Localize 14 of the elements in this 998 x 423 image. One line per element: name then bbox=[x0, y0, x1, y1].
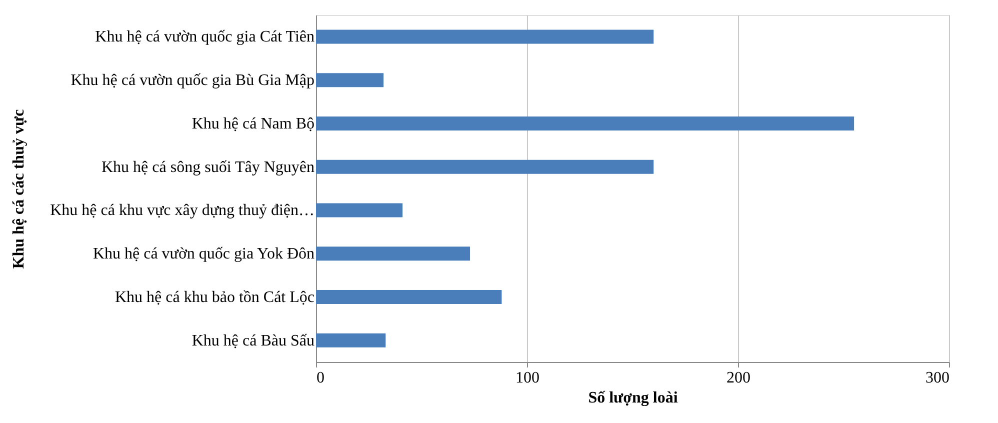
x-tick-label: 200 bbox=[726, 370, 750, 386]
x-tick-label: 100 bbox=[516, 370, 540, 386]
x-tick-label: 300 bbox=[926, 370, 950, 386]
y-tick-label: Khu hệ cá Nam Bộ bbox=[192, 115, 314, 132]
y-axis-title: Khu hệ cá các thuỷ vực bbox=[10, 109, 28, 269]
y-tick-label: Khu hệ cá vườn quốc gia Yok Đôn bbox=[92, 246, 314, 263]
y-tick-label: Khu hệ cá Bàu Sấu bbox=[192, 332, 314, 350]
y-tick-label: Khu hệ cá vườn quốc gia Cát Tiên bbox=[95, 28, 314, 46]
y-tick-label: Khu hệ cá sông suối Tây Nguyên bbox=[102, 158, 314, 176]
y-tick-label: Khu hệ cá khu vực xây dựng thuỷ điện… bbox=[50, 202, 314, 220]
y-tick-label: Khu hệ cá vườn quốc gia Bù Gia Mập bbox=[70, 72, 314, 90]
x-tick-label: 0 bbox=[316, 370, 324, 386]
y-tick-label: Khu hệ cá khu bảo tồn Cát Lộc bbox=[115, 288, 314, 306]
x-axis-title: Số lượng loài bbox=[588, 390, 678, 406]
